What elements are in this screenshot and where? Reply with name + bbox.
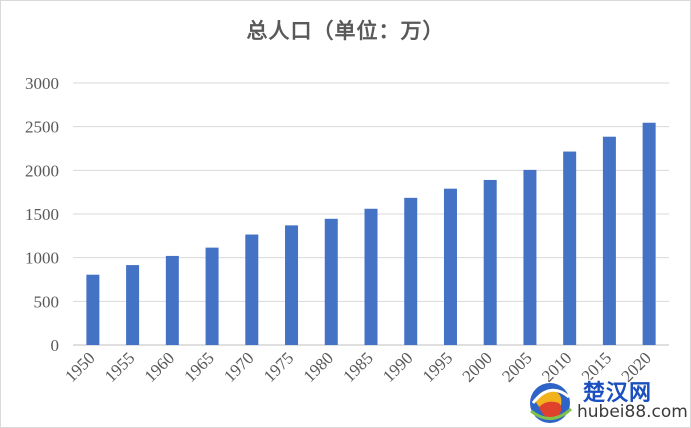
y-tick-label: 2000 [25,161,59,180]
y-tick-label: 1500 [25,205,59,224]
y-tick-label: 500 [34,292,60,311]
bar [364,208,378,345]
x-tick-label: 1975 [260,348,297,385]
bar [483,179,497,345]
site-watermark: 楚汉网 hubei88.com [525,373,689,427]
bar [324,218,338,345]
bar [205,247,219,345]
bar [443,188,457,345]
x-tick-label: 2000 [459,348,496,385]
bar [245,234,259,345]
x-tick-label: 1955 [101,348,138,385]
globe-logo-icon [530,383,573,423]
x-tick-label: 1970 [220,348,257,385]
y-tick-label: 2500 [25,118,59,137]
bar [86,274,100,345]
bar [126,265,140,345]
y-tick-label: 3000 [25,74,59,93]
x-tick-label: 1950 [61,348,98,385]
x-tick-label: 1985 [339,348,376,385]
watermark-domain: hubei88.com [577,402,688,422]
bar [285,225,299,345]
y-tick-label: 0 [51,336,60,355]
x-tick-label: 1960 [141,348,178,385]
watermark-name: 楚汉网 [583,381,653,406]
bar [404,197,418,345]
y-tick-label: 1000 [25,249,59,268]
bar [642,122,656,345]
x-tick-label: 1990 [379,348,416,385]
bar [602,136,616,345]
bar [523,169,537,345]
x-tick-label: 1995 [419,348,456,385]
x-tick-label: 1980 [300,348,337,385]
bar [563,151,577,345]
chart-title: 总人口（单位：万） [246,18,445,43]
x-tick-label: 1965 [180,348,217,385]
bar [165,255,179,345]
